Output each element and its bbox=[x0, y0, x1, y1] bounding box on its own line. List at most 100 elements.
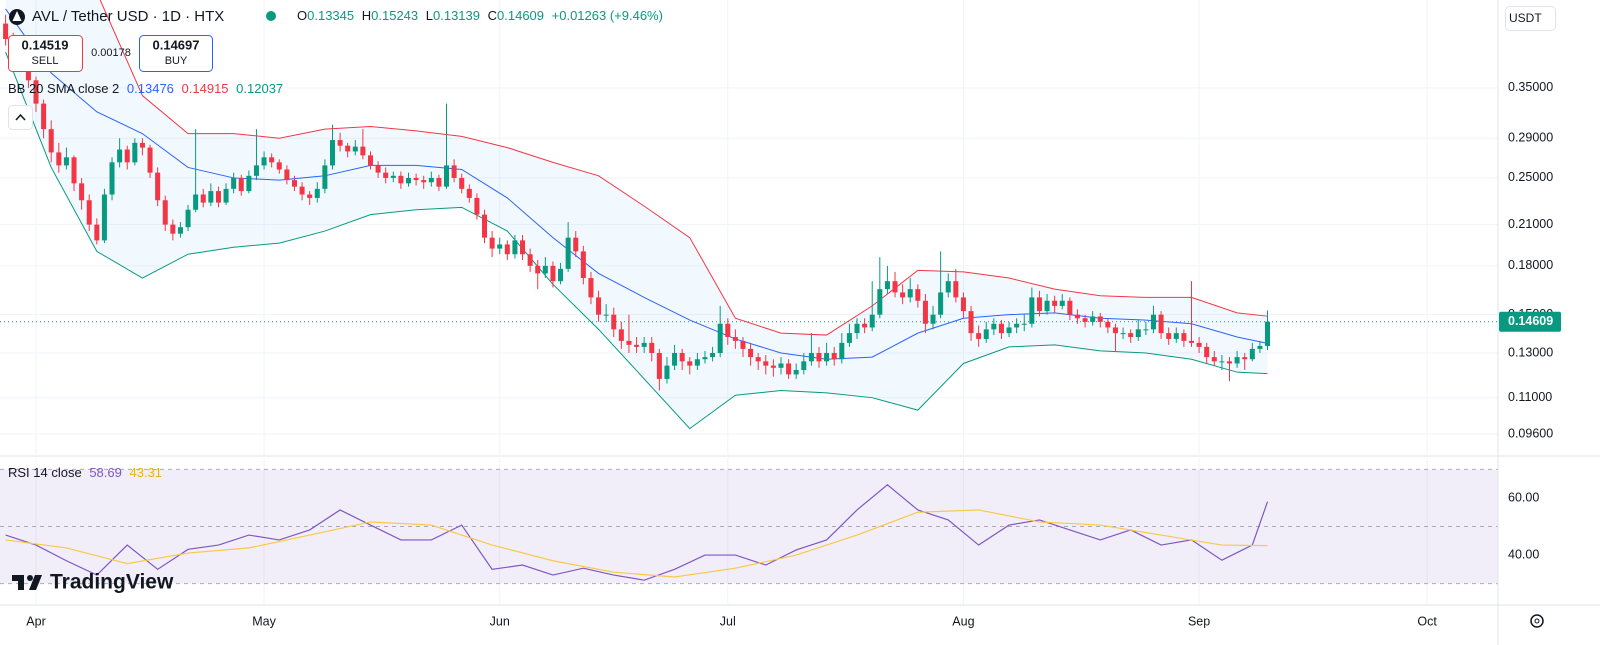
candle-body bbox=[1112, 327, 1118, 334]
candle-body bbox=[261, 157, 267, 166]
rsi-legend: RSI 14 close 58.69 43.31 bbox=[8, 465, 162, 480]
symbol-icon-mark bbox=[12, 11, 22, 21]
candle-body bbox=[383, 172, 389, 178]
candle-body bbox=[360, 146, 366, 156]
candle-body bbox=[1006, 327, 1012, 334]
bb-legend-value: 0.12037 bbox=[236, 81, 283, 96]
rsi-legend-name: RSI 14 close bbox=[8, 465, 82, 480]
candle-body bbox=[474, 197, 480, 215]
candle-body bbox=[527, 254, 533, 266]
candle-body bbox=[512, 240, 518, 255]
watermark: TradingView bbox=[12, 571, 174, 594]
candle-body bbox=[155, 172, 161, 201]
candle-body bbox=[732, 336, 738, 341]
y-tick-label: 0.11000 bbox=[1508, 390, 1552, 404]
indicator-line bbox=[5, 51, 1268, 430]
settings-button[interactable] bbox=[1530, 614, 1544, 628]
rsi-legend-value: 43.31 bbox=[130, 465, 163, 480]
sell-button[interactable] bbox=[8, 35, 83, 72]
candle-body bbox=[679, 352, 685, 362]
candle-body bbox=[786, 363, 792, 375]
candle-body bbox=[938, 292, 944, 315]
candle-body bbox=[991, 323, 997, 330]
candle-body bbox=[390, 175, 396, 178]
candle-body bbox=[269, 157, 275, 163]
candle-body bbox=[535, 265, 541, 274]
candle-body bbox=[322, 165, 328, 189]
collapse-button[interactable] bbox=[8, 105, 33, 130]
candle-body bbox=[664, 365, 670, 379]
candle-body bbox=[238, 177, 244, 192]
candle-body bbox=[649, 342, 655, 353]
candle-body bbox=[504, 244, 510, 255]
bb-legend-name: BB 20 SMA close 2 bbox=[8, 81, 119, 96]
candle-body bbox=[1226, 361, 1233, 364]
candle-body bbox=[33, 80, 39, 104]
buy-price: 0.14697 bbox=[153, 37, 200, 52]
candle-body bbox=[1014, 323, 1020, 328]
candle-body bbox=[185, 209, 191, 228]
last-price-tag bbox=[1499, 311, 1561, 332]
buy-button[interactable] bbox=[139, 35, 213, 72]
candle-body bbox=[922, 300, 928, 324]
market-status bbox=[266, 11, 276, 21]
candle-body bbox=[755, 357, 761, 362]
grid bbox=[0, 0, 1498, 605]
candle-body bbox=[862, 323, 868, 328]
candle-body bbox=[740, 340, 746, 349]
line bbox=[5, 484, 1269, 581]
candle-body bbox=[299, 186, 305, 195]
candle-body bbox=[588, 278, 594, 298]
candle-body bbox=[626, 340, 632, 345]
y-tick-label: 0.21000 bbox=[1508, 217, 1553, 231]
currency-button[interactable] bbox=[1505, 6, 1556, 31]
x-tick-label: Oct bbox=[1417, 614, 1437, 628]
x-tick-label: Jul bbox=[720, 614, 736, 628]
candle-body bbox=[1204, 346, 1210, 358]
candle-body bbox=[405, 177, 412, 184]
candle-body bbox=[1181, 333, 1187, 341]
candle-body bbox=[436, 177, 442, 187]
candle-body bbox=[451, 165, 457, 178]
candle-body bbox=[193, 194, 199, 210]
buy-label: BUY bbox=[165, 55, 188, 67]
candle-body bbox=[200, 194, 206, 203]
candle-body bbox=[1242, 357, 1248, 360]
candle-body bbox=[710, 352, 716, 358]
candle-body bbox=[1257, 345, 1263, 349]
candle-body bbox=[763, 361, 769, 366]
candle-body bbox=[314, 188, 320, 198]
candle-body bbox=[702, 357, 708, 360]
ohlc-value: 0.15243 bbox=[371, 8, 418, 23]
rsi-legend-value: 58.69 bbox=[89, 465, 122, 480]
ohlc-legend: O0.13345 H0.15243 L0.13139 C0.14609 +0.0… bbox=[297, 8, 663, 23]
candle-body bbox=[337, 140, 343, 146]
bb-legend: BB 20 SMA close 2 0.13476 0.14915 0.1203… bbox=[8, 81, 283, 96]
y-tick-label: 0.25000 bbox=[1508, 170, 1553, 184]
candle-body bbox=[1234, 357, 1240, 364]
last-price-label: 0.14609 bbox=[1508, 314, 1553, 328]
candle-body bbox=[596, 297, 602, 315]
ohlc-label: C bbox=[488, 8, 497, 23]
sell-label: SELL bbox=[32, 55, 59, 67]
price-pane bbox=[0, 0, 1498, 430]
candle-body bbox=[1173, 333, 1179, 339]
candle-body bbox=[603, 314, 609, 316]
candle-body bbox=[56, 152, 62, 166]
candle-body bbox=[147, 147, 153, 173]
axes: Apr May Jun Jul Aug Sep Oct 0.35000 0.29000 0.250… bbox=[26, 80, 1561, 628]
x-tick-label: Apr bbox=[26, 614, 45, 628]
candle-body bbox=[1135, 329, 1141, 337]
candle-body bbox=[466, 188, 472, 198]
candle-body bbox=[117, 149, 123, 163]
candle-body bbox=[329, 140, 335, 166]
candle-body bbox=[1265, 321, 1271, 346]
candle-body bbox=[520, 240, 526, 255]
candle-body bbox=[94, 224, 100, 241]
candle-body bbox=[1044, 300, 1050, 312]
candle-body bbox=[1143, 329, 1149, 331]
candle-body bbox=[231, 177, 237, 189]
candle-body bbox=[983, 329, 989, 339]
candle-body bbox=[953, 281, 959, 298]
